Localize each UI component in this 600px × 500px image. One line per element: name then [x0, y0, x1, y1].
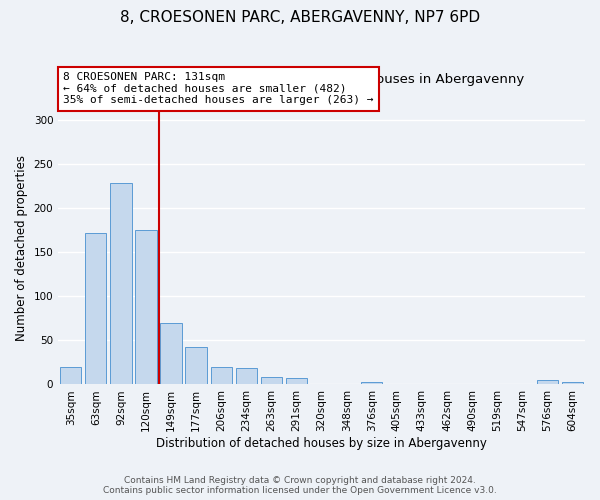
Bar — [537, 380, 558, 384]
X-axis label: Distribution of detached houses by size in Abergavenny: Distribution of detached houses by size … — [156, 437, 487, 450]
Bar — [562, 382, 583, 384]
Text: Contains HM Land Registry data © Crown copyright and database right 2024.
Contai: Contains HM Land Registry data © Crown c… — [103, 476, 497, 495]
Bar — [185, 346, 207, 385]
Bar — [136, 230, 157, 384]
Bar — [85, 232, 106, 384]
Text: 8, CROESONEN PARC, ABERGAVENNY, NP7 6PD: 8, CROESONEN PARC, ABERGAVENNY, NP7 6PD — [120, 10, 480, 25]
Bar — [110, 184, 131, 384]
Text: 8 CROESONEN PARC: 131sqm
← 64% of detached houses are smaller (482)
35% of semi-: 8 CROESONEN PARC: 131sqm ← 64% of detach… — [64, 72, 374, 106]
Bar — [60, 367, 82, 384]
Bar — [286, 378, 307, 384]
Title: Size of property relative to detached houses in Abergavenny: Size of property relative to detached ho… — [118, 73, 525, 86]
Bar — [211, 367, 232, 384]
Y-axis label: Number of detached properties: Number of detached properties — [15, 154, 28, 340]
Bar — [160, 322, 182, 384]
Bar — [361, 382, 382, 384]
Bar — [236, 368, 257, 384]
Bar — [261, 378, 282, 384]
